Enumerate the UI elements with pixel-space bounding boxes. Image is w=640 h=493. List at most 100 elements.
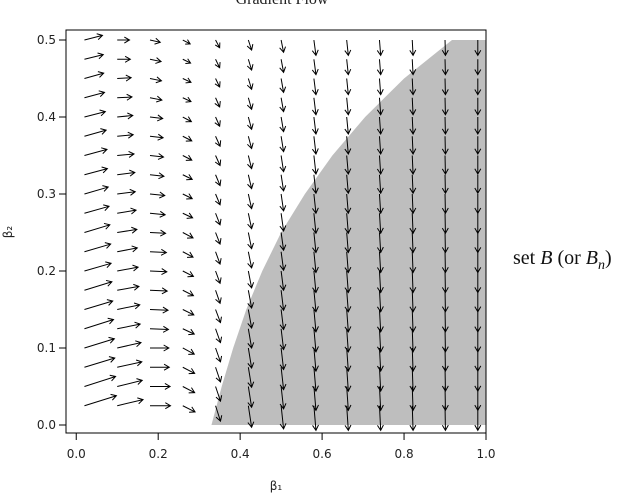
arrow bbox=[474, 117, 482, 135]
arrow bbox=[441, 232, 449, 254]
arrow bbox=[117, 112, 134, 120]
arrow bbox=[474, 136, 482, 155]
arrow bbox=[344, 386, 352, 412]
arrow bbox=[149, 229, 167, 237]
arrow bbox=[84, 128, 108, 137]
arrow bbox=[182, 193, 194, 200]
arrow bbox=[279, 232, 287, 252]
arrow bbox=[117, 207, 138, 215]
arrow bbox=[149, 268, 168, 275]
arrow bbox=[182, 405, 196, 413]
arrow bbox=[117, 36, 131, 44]
arrow bbox=[84, 52, 105, 60]
arrow bbox=[214, 78, 221, 88]
arrow bbox=[182, 251, 194, 258]
arrow bbox=[84, 279, 113, 291]
annotation-symbol: B bbox=[540, 247, 552, 269]
arrow bbox=[376, 213, 384, 235]
arrow bbox=[376, 251, 384, 274]
arrow bbox=[150, 344, 170, 352]
arrow bbox=[312, 328, 319, 353]
arrow bbox=[409, 309, 417, 333]
arrow bbox=[247, 328, 255, 349]
arrow bbox=[279, 213, 287, 232]
arrow bbox=[344, 309, 352, 333]
arrow bbox=[149, 325, 170, 333]
arrow bbox=[117, 378, 144, 387]
arrow bbox=[214, 174, 222, 187]
arrow bbox=[441, 39, 449, 57]
arrow bbox=[312, 270, 319, 294]
arrow bbox=[247, 155, 254, 170]
arrow bbox=[214, 116, 221, 128]
arrow bbox=[149, 153, 165, 160]
plot-frame bbox=[65, 29, 487, 434]
arrow bbox=[409, 232, 417, 254]
arrow bbox=[247, 116, 254, 131]
arrow bbox=[117, 226, 138, 234]
arrow bbox=[344, 251, 352, 274]
arrow bbox=[474, 309, 482, 333]
arrow bbox=[84, 222, 111, 233]
arrow bbox=[311, 59, 319, 76]
arrow bbox=[214, 39, 221, 49]
arrow bbox=[344, 155, 352, 175]
arrow bbox=[376, 136, 384, 155]
annotation-paren: (or bbox=[557, 247, 581, 269]
arrow bbox=[474, 290, 482, 313]
arrow bbox=[312, 213, 319, 235]
arrow bbox=[182, 135, 193, 142]
arrow bbox=[376, 270, 384, 294]
arrow bbox=[117, 245, 139, 253]
arrow bbox=[117, 283, 140, 291]
x-tick-label: 0.6 bbox=[313, 447, 332, 461]
arrow bbox=[84, 356, 116, 368]
arrow bbox=[182, 289, 195, 297]
arrow bbox=[182, 328, 196, 336]
arrow bbox=[84, 71, 105, 79]
arrow bbox=[279, 367, 287, 391]
arrow bbox=[182, 309, 195, 316]
arrow bbox=[474, 59, 482, 76]
arrow bbox=[149, 114, 164, 122]
arrow bbox=[279, 309, 287, 331]
arrow bbox=[84, 393, 118, 407]
arrow bbox=[84, 374, 117, 387]
arrow bbox=[376, 309, 384, 333]
arrow bbox=[279, 270, 287, 292]
arrow bbox=[474, 155, 482, 175]
arrow bbox=[117, 150, 136, 158]
arrow bbox=[441, 251, 449, 274]
annotation-word: set bbox=[513, 247, 536, 269]
arrow bbox=[214, 155, 222, 167]
y-tick-label: 0.1 bbox=[37, 341, 56, 355]
arrow bbox=[474, 194, 482, 215]
arrow bbox=[215, 270, 222, 285]
arrow bbox=[247, 309, 255, 329]
arrow bbox=[409, 213, 417, 235]
arrow bbox=[474, 270, 482, 294]
arrow bbox=[377, 386, 384, 412]
arrow bbox=[279, 290, 287, 312]
arrow bbox=[84, 185, 110, 195]
arrow bbox=[84, 33, 104, 41]
arrow bbox=[344, 193, 352, 215]
arrow bbox=[474, 97, 482, 116]
arrow bbox=[117, 169, 136, 177]
arrow bbox=[311, 174, 319, 195]
arrow bbox=[117, 55, 132, 63]
arrow bbox=[279, 174, 287, 192]
arrow bbox=[279, 155, 287, 173]
arrow bbox=[117, 188, 137, 196]
arrow bbox=[409, 155, 417, 175]
arrow bbox=[344, 136, 352, 155]
arrow bbox=[279, 116, 287, 133]
arrow bbox=[312, 251, 319, 274]
arrow bbox=[182, 116, 193, 123]
arrow bbox=[376, 232, 384, 254]
arrow bbox=[409, 251, 417, 274]
arrow bbox=[344, 213, 352, 235]
arrow bbox=[344, 97, 352, 116]
arrow bbox=[215, 232, 222, 245]
